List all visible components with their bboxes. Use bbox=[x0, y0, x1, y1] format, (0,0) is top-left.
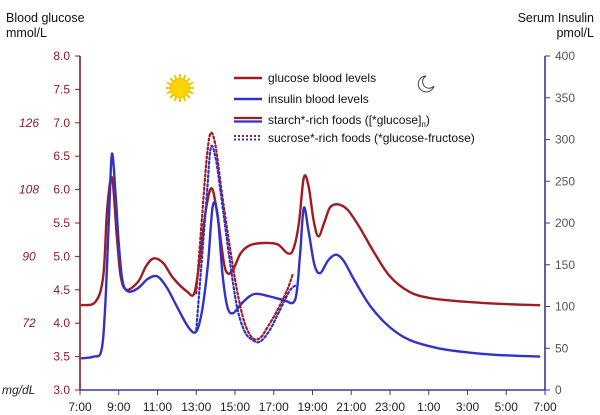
sun-icon bbox=[166, 74, 194, 102]
moon-icon bbox=[417, 75, 435, 93]
sun-ray bbox=[188, 90, 194, 95]
right-axis-unit: pmol/L bbox=[556, 26, 594, 40]
left-tick-label: 7.5 bbox=[53, 82, 70, 96]
x-tick-label: 7:00 bbox=[533, 400, 557, 414]
right-tick-label: 150 bbox=[555, 258, 575, 272]
x-tick-label: 1:00 bbox=[417, 400, 441, 414]
series-line-glucose-blood-levels bbox=[80, 174, 541, 307]
legend-item: insulin blood levels bbox=[234, 92, 369, 106]
x-tick-label: 15:00 bbox=[220, 400, 250, 414]
left-tick-label: 5.5 bbox=[53, 216, 70, 230]
mgdl-tick-label: 72 bbox=[22, 316, 36, 330]
right-tick-label: 250 bbox=[555, 174, 575, 188]
left-tick-label: 5.0 bbox=[53, 249, 70, 263]
sun-ray bbox=[169, 77, 174, 82]
x-tick-label: 7:00 bbox=[68, 400, 92, 414]
sun-ray bbox=[169, 94, 174, 99]
left-tick-label: 4.0 bbox=[53, 316, 70, 330]
series-line-sucrose-insulin bbox=[195, 144, 297, 344]
left-tick-label: 3.0 bbox=[53, 383, 70, 397]
sun-ray bbox=[173, 96, 178, 102]
left-tick-label: 4.5 bbox=[53, 283, 70, 297]
right-tick-label: 200 bbox=[555, 216, 575, 230]
sun-ray bbox=[173, 74, 178, 80]
right-tick-label: 50 bbox=[555, 341, 569, 355]
mgdl-unit-label: mg/dL bbox=[2, 383, 35, 397]
left-tick-label: 7.0 bbox=[53, 116, 70, 130]
x-tick-label: 3:00 bbox=[456, 400, 480, 414]
right-tick-label: 0 bbox=[555, 383, 562, 397]
sun-ray bbox=[186, 94, 191, 99]
right-tick-label: 300 bbox=[555, 133, 575, 147]
sun-ray bbox=[182, 74, 187, 80]
mgdl-tick-label: 108 bbox=[19, 183, 39, 197]
x-tick-label: 17:00 bbox=[259, 400, 289, 414]
x-tick-label: 21:00 bbox=[336, 400, 366, 414]
right-tick-label: 100 bbox=[555, 300, 575, 314]
series-group bbox=[80, 131, 541, 360]
legend-label: starch*-rich foods ([*glucose]n) bbox=[268, 113, 430, 129]
right-axis-title: Serum Insulin bbox=[518, 11, 594, 25]
axes-group: 3.0 3.5 4.0 4.5 5.0 5.5 6.0 6.5 7.0 7.5 8.0 7:00 9:0… bbox=[2, 11, 594, 414]
legend-item: sucrose*-rich foods (*glucose-fructose) bbox=[234, 131, 475, 145]
left-tick-label: 3.5 bbox=[53, 350, 70, 364]
legend: glucose blood levels insulin blood levels… bbox=[234, 71, 475, 145]
sun-ray bbox=[182, 96, 187, 102]
right-tick-label: 400 bbox=[555, 49, 575, 63]
sun-ray bbox=[188, 81, 194, 86]
x-tick-label: 13:00 bbox=[181, 400, 211, 414]
sun-ray bbox=[186, 77, 191, 82]
x-tick-label: 5:00 bbox=[495, 400, 519, 414]
x-tick-label: 23:00 bbox=[375, 400, 405, 414]
legend-label: insulin blood levels bbox=[268, 92, 369, 106]
right-tick-label: 350 bbox=[555, 91, 575, 105]
left-axis-unit: mmol/L bbox=[6, 26, 47, 40]
legend-label: sucrose*-rich foods (*glucose-fructose) bbox=[268, 131, 475, 145]
legend-label: glucose blood levels bbox=[268, 71, 376, 85]
sun-ray bbox=[166, 90, 172, 95]
x-tick-label: 9:00 bbox=[107, 400, 131, 414]
x-tick-label: 19:00 bbox=[297, 400, 327, 414]
mgdl-tick-label: 90 bbox=[22, 249, 36, 263]
sun-disc bbox=[170, 78, 190, 98]
left-axis-title: Blood glucose bbox=[6, 11, 85, 25]
mgdl-tick-label: 126 bbox=[19, 116, 39, 130]
sun-ray bbox=[166, 81, 172, 86]
x-tick-label: 11:00 bbox=[143, 400, 172, 414]
left-tick-label: 6.5 bbox=[53, 149, 70, 163]
left-tick-label: 6.0 bbox=[53, 183, 70, 197]
series-line-sucrose-glucose bbox=[195, 131, 295, 341]
left-tick-label: 8.0 bbox=[53, 49, 70, 63]
legend-item: starch*-rich foods ([*glucose]n) bbox=[234, 113, 430, 129]
series-line-insulin-blood-levels bbox=[80, 152, 541, 360]
icons-group bbox=[166, 74, 435, 102]
legend-item: glucose blood levels bbox=[234, 71, 376, 85]
